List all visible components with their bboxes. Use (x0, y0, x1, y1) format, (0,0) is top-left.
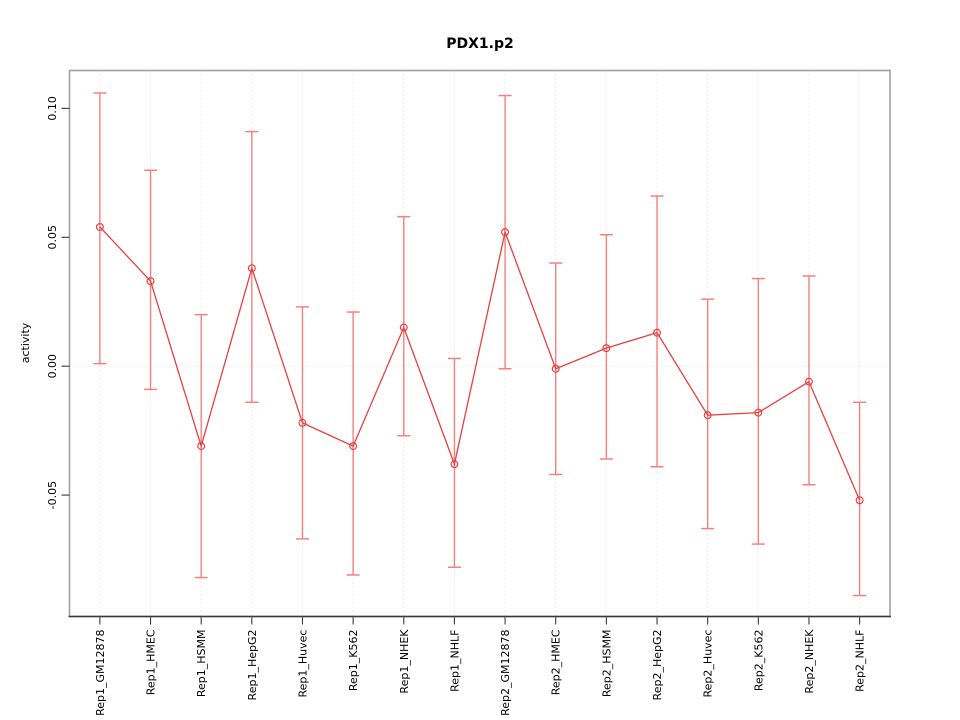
y-tick-label: 0.10 (46, 96, 59, 121)
x-tick-label: Rep1_HSMM (195, 630, 208, 698)
x-tick-label: Rep1_K562 (347, 630, 360, 692)
data-point-marker (653, 328, 662, 337)
data-point-marker (501, 228, 510, 237)
x-tick-label: Rep2_NHEK (803, 629, 816, 694)
x-tick-label: Rep1_GM12878 (94, 630, 107, 716)
data-point-marker (95, 222, 104, 231)
x-tick-label: Rep1_HMEC (145, 629, 158, 695)
data-point-marker (450, 460, 459, 469)
x-tick-label: Rep2_GM12878 (499, 630, 512, 716)
data-point-marker (197, 442, 206, 451)
data-point-marker (298, 418, 307, 427)
x-tick-label: Rep1_NHLF (448, 630, 461, 692)
x-tick-label: Rep2_K562 (752, 630, 765, 692)
data-point-marker (602, 344, 611, 353)
y-axis-label: activity (19, 322, 32, 363)
data-point-marker (754, 408, 763, 417)
chart-title: PDX1.p2 (446, 36, 514, 52)
x-tick-label: Rep2_HMEC (550, 629, 563, 695)
y-tick-label: -0.05 (46, 481, 59, 509)
x-tick-label: Rep2_NHLF (854, 630, 867, 692)
x-tick-label: Rep1_Huvec (296, 630, 309, 698)
data-point-marker (804, 377, 813, 386)
y-tick-label: 0.05 (46, 225, 59, 250)
data-point-marker (703, 411, 712, 420)
data-point-marker (349, 442, 358, 451)
x-tick-label: Rep1_NHEK (398, 629, 411, 694)
plot-border (68, 69, 891, 618)
x-tick-label: Rep2_Huvec (702, 630, 715, 698)
data-point-marker (551, 364, 560, 373)
y-tick-label: 0.00 (46, 354, 59, 379)
data-line (99, 226, 861, 501)
data-point-marker (399, 323, 408, 332)
data-point-marker (247, 264, 256, 273)
x-tick-label: Rep1_HepG2 (246, 630, 259, 701)
x-tick-label: Rep2_HSMM (600, 630, 613, 698)
x-tick-label: Rep2_HepG2 (651, 630, 664, 701)
data-point-marker (855, 496, 864, 505)
data-point-marker (146, 277, 155, 286)
